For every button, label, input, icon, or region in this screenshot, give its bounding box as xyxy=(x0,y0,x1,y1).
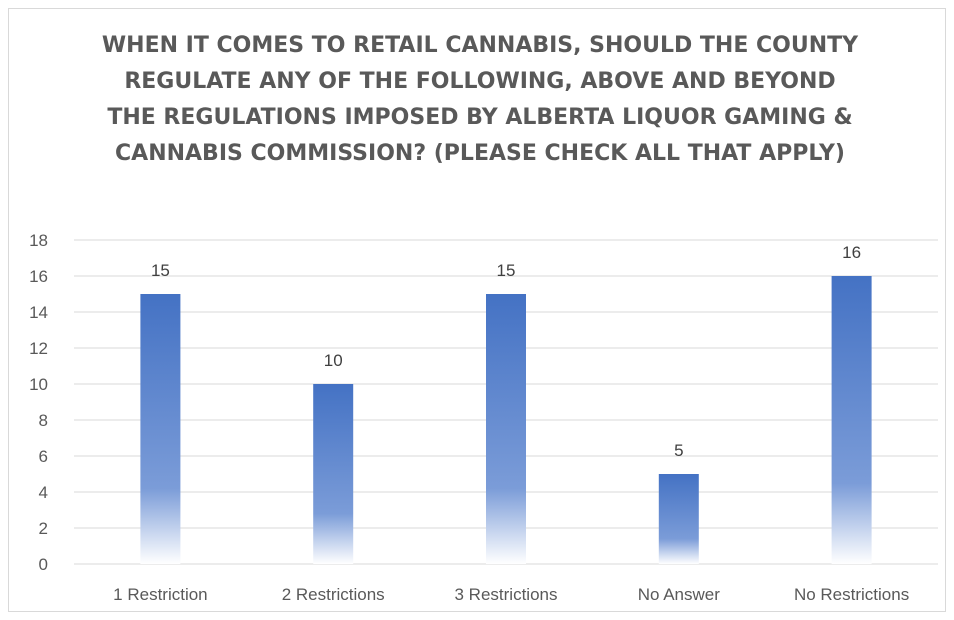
data-labels: 15 10 15 5 16 xyxy=(151,243,861,460)
y-tick-label: 0 xyxy=(39,555,48,574)
bar-value-label: 15 xyxy=(497,261,516,280)
bar xyxy=(140,294,181,564)
y-axis-tick-labels: 0 2 4 6 8 10 12 14 16 18 xyxy=(29,231,48,574)
y-tick-label: 4 xyxy=(39,483,48,502)
y-tick-label: 16 xyxy=(29,267,48,286)
x-tick-label: No Answer xyxy=(638,585,721,604)
y-tick-label: 2 xyxy=(39,519,48,538)
bar xyxy=(313,384,354,564)
bar-value-label: 5 xyxy=(674,441,683,460)
bar xyxy=(658,474,699,564)
x-tick-label: No Restrictions xyxy=(794,585,909,604)
x-axis-tick-labels: 1 Restriction 2 Restrictions 3 Restriction… xyxy=(113,585,909,604)
y-tick-label: 18 xyxy=(29,231,48,250)
bars xyxy=(140,276,872,564)
bar-value-label: 15 xyxy=(151,261,170,280)
bar-value-label: 10 xyxy=(324,351,343,370)
y-tick-label: 14 xyxy=(29,303,48,322)
bar-value-label: 16 xyxy=(842,243,861,262)
y-tick-label: 12 xyxy=(29,339,48,358)
x-tick-label: 2 Restrictions xyxy=(282,585,385,604)
chart-title: WHEN IT COMES TO RETAIL CANNABIS, SHOULD… xyxy=(101,33,859,166)
x-tick-label: 3 Restrictions xyxy=(455,585,558,604)
y-tick-label: 10 xyxy=(29,375,48,394)
bar xyxy=(486,294,526,564)
y-tick-label: 6 xyxy=(39,447,48,466)
y-tick-label: 8 xyxy=(39,411,48,430)
bar xyxy=(831,276,872,564)
x-tick-label: 1 Restriction xyxy=(113,585,207,604)
